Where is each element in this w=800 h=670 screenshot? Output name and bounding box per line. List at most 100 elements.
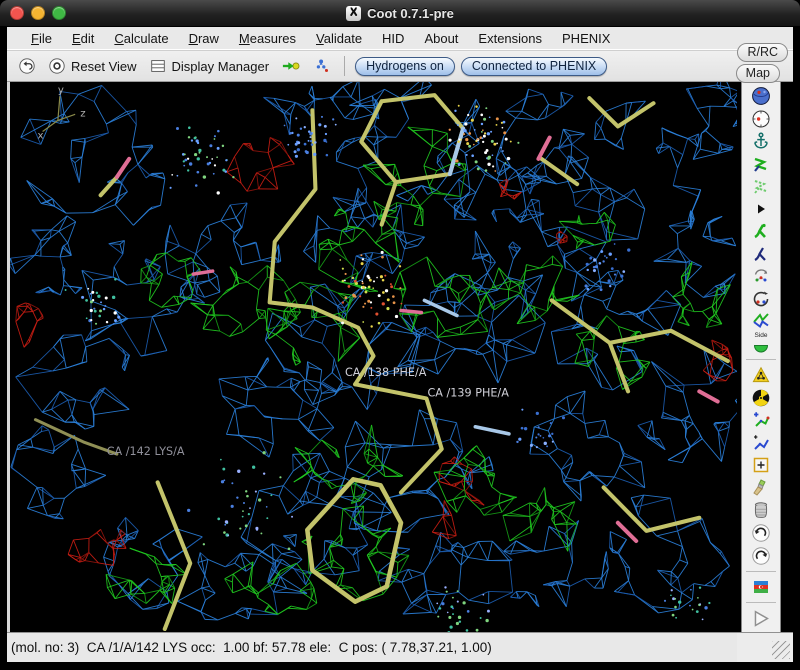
previous-view-button[interactable] — [15, 55, 39, 77]
edit-chi-angles-icon — [754, 269, 768, 282]
menu-phenix[interactable]: PHENIX — [562, 30, 611, 46]
torsion-general-button[interactable] — [749, 289, 773, 310]
run-script-icon — [754, 610, 769, 627]
window-title-group: X Coot 0.7.1-pre — [346, 5, 454, 21]
phenix-connection-button[interactable]: Connected to PHENIX — [460, 56, 608, 76]
zoom-button[interactable] — [52, 6, 66, 20]
run-script-button[interactable] — [749, 608, 773, 630]
menu-file[interactable]: File — [31, 30, 52, 46]
place-atom-pointer-icon — [753, 458, 769, 473]
simple-mutate-button[interactable] — [749, 388, 773, 409]
auto-fit-rotamer-button[interactable] — [749, 221, 773, 242]
menu-edit[interactable]: Edit — [71, 30, 95, 46]
display-manager-button[interactable]: Display Manager — [146, 55, 273, 77]
side-chain-180-flip-icon — [753, 344, 769, 353]
simple-mutate-icon — [752, 389, 770, 407]
undo-icon — [752, 524, 770, 542]
go-to-ligand-button[interactable] — [278, 55, 304, 77]
add-alt-conf-icon — [754, 435, 769, 450]
refmac-flag-icon — [754, 580, 768, 593]
axis-label: y — [58, 85, 64, 96]
menu-extensions[interactable]: Extensions — [478, 30, 543, 46]
display-manager-label: Display Manager — [171, 58, 270, 74]
toolbar-divider — [746, 359, 776, 361]
clear-pending-picks-button[interactable] — [749, 478, 773, 499]
flip-sidechain-button[interactable] — [749, 311, 773, 332]
menu-validate[interactable]: Validate — [316, 30, 363, 46]
flip-sidechain-icon — [753, 313, 769, 329]
anchor-fix-atom-button[interactable] — [749, 131, 773, 152]
atom-label: CA /142 LYS/A — [107, 445, 185, 458]
clear-pending-picks-icon — [753, 479, 766, 496]
mutate-autofit-icon — [752, 367, 770, 383]
edit-chi-angles-button[interactable] — [749, 266, 773, 287]
mutate-autofit-button[interactable] — [749, 365, 773, 386]
add-terminal-residue-button[interactable] — [749, 410, 773, 431]
title-bar[interactable]: X Coot 0.7.1-pre — [0, 0, 800, 27]
reset-view-label: Reset View — [71, 58, 137, 74]
hydrogens-toggle-button[interactable]: Hydrogens on — [355, 56, 455, 76]
environment-distances-button[interactable] — [310, 55, 334, 77]
display-manager-icon — [150, 60, 165, 72]
side-chain-180-flip-button[interactable]: Side — [749, 332, 773, 355]
menu-about[interactable]: About — [424, 30, 459, 46]
map-button[interactable]: Map — [735, 64, 780, 83]
rotamers-icon — [754, 247, 766, 261]
difference-mesh-positive — [105, 126, 731, 615]
minimize-button[interactable] — [31, 6, 45, 20]
previous-view-icon — [19, 58, 35, 74]
x11-app-icon: X — [346, 5, 362, 21]
close-button[interactable] — [10, 6, 24, 20]
rotamers-button[interactable] — [749, 244, 773, 265]
auto-fit-rotamer-icon — [754, 224, 766, 239]
expand-arrow-icon — [758, 204, 765, 214]
menu-measures[interactable]: Measures — [238, 30, 297, 46]
go-to-ligand-icon — [282, 62, 300, 70]
atom-label: CA /138 PHE/A — [345, 366, 427, 379]
resize-corner[interactable] — [737, 632, 793, 662]
undo-button[interactable] — [749, 523, 773, 544]
difference-mesh-negative — [15, 136, 734, 566]
regularize-zone-button[interactable] — [749, 176, 773, 197]
rrc-button[interactable]: R/RC — [737, 43, 788, 62]
reset-view-icon — [49, 58, 65, 74]
water-dots — [64, 104, 711, 632]
axes-gizmo: y x z — [37, 85, 85, 141]
real-space-refine-button[interactable] — [749, 154, 773, 175]
toolbar-separator — [344, 56, 346, 76]
density-scene: y x z CA /138 PHE/ACA /139 PHE/A CA /142 LYS… — [10, 82, 737, 632]
place-atom-pointer-button[interactable] — [749, 455, 773, 476]
reset-view-button[interactable]: Reset View — [45, 55, 140, 77]
axis-label: x — [37, 131, 43, 142]
molecular-viewport[interactable]: y x z CA /138 PHE/A CA /139 PHE/A CA /142 LYS… — [7, 82, 737, 632]
recentre-view-button[interactable] — [749, 109, 773, 130]
recentre-view-icon — [752, 110, 770, 128]
right-panel: Side — [737, 82, 793, 632]
resize-grip-icon — [772, 641, 790, 659]
atom-labels: CA /138 PHE/ACA /139 PHE/A CA /142 LYS/A — [107, 366, 510, 458]
view-sphere-button[interactable] — [749, 86, 773, 107]
toolbar-divider — [746, 602, 776, 604]
delete-item-icon — [754, 502, 768, 519]
menu-calculate[interactable]: Calculate — [114, 30, 169, 46]
menu-bar: File Edit Calculate Draw Measures Validate HID… — [7, 27, 793, 50]
refmac-flag-button[interactable] — [749, 577, 773, 598]
torsion-general-icon — [753, 291, 769, 307]
status-text: (mol. no: 3) CA /1/A/142 LYS occ: 1.00 b… — [11, 640, 492, 655]
add-alt-conf-button[interactable] — [749, 433, 773, 454]
status-bar: (mol. no: 3) CA /1/A/142 LYS occ: 1.00 b… — [7, 632, 737, 662]
toolbar-divider — [746, 570, 776, 572]
expand-arrow-button[interactable] — [749, 199, 773, 220]
menu-draw[interactable]: Draw — [188, 30, 219, 46]
atom-label: CA /139 PHE/A — [427, 386, 509, 399]
main-toolbar: Reset View Display Manager — [7, 50, 793, 82]
view-sphere-icon — [752, 87, 770, 106]
redo-button[interactable] — [749, 545, 773, 566]
real-space-refine-icon — [754, 157, 767, 172]
delete-item-button[interactable] — [749, 500, 773, 521]
traffic-lights — [10, 0, 66, 26]
menu-hid[interactable]: HID — [382, 30, 405, 46]
add-terminal-residue-icon — [754, 412, 770, 428]
redo-icon — [752, 546, 770, 565]
